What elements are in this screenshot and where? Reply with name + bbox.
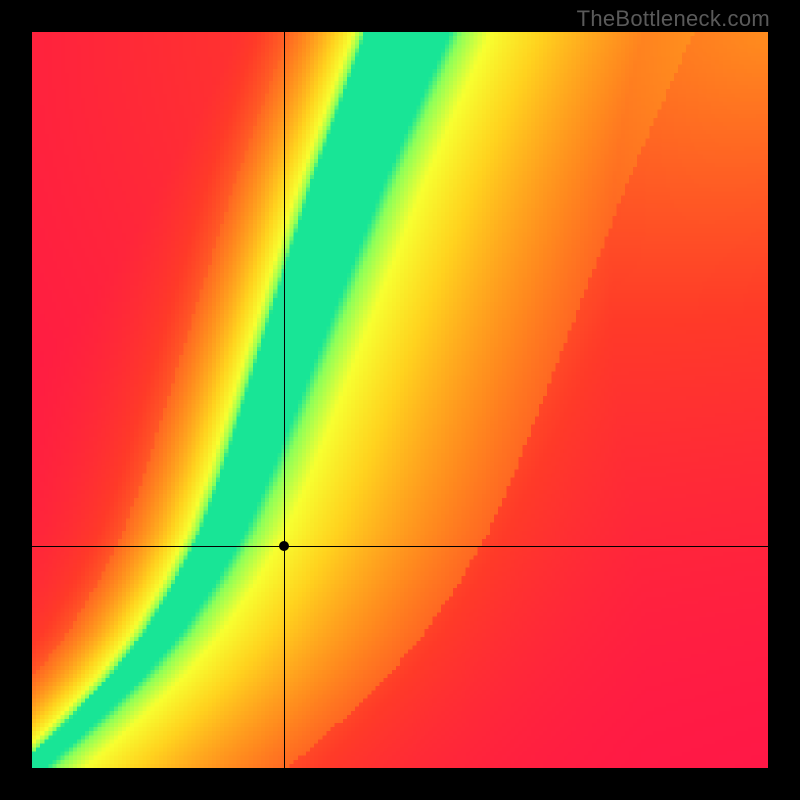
watermark-text: TheBottleneck.com [577,6,770,32]
heatmap-canvas [32,32,768,768]
crosshair-marker [279,541,289,551]
crosshair-horizontal [32,546,768,547]
crosshair-vertical [284,32,285,768]
heatmap-plot [32,32,768,768]
